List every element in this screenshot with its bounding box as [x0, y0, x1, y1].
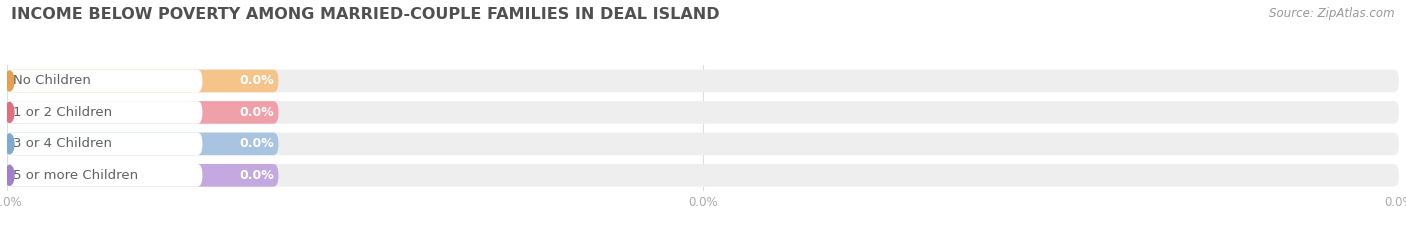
Circle shape	[6, 134, 14, 154]
FancyBboxPatch shape	[7, 164, 1399, 187]
Circle shape	[6, 71, 14, 91]
FancyBboxPatch shape	[7, 70, 202, 92]
FancyBboxPatch shape	[7, 101, 202, 124]
FancyBboxPatch shape	[7, 101, 1399, 124]
Text: 0.0%: 0.0%	[239, 106, 274, 119]
FancyBboxPatch shape	[7, 70, 1399, 92]
FancyBboxPatch shape	[7, 70, 278, 92]
Text: INCOME BELOW POVERTY AMONG MARRIED-COUPLE FAMILIES IN DEAL ISLAND: INCOME BELOW POVERTY AMONG MARRIED-COUPL…	[11, 7, 720, 22]
FancyBboxPatch shape	[7, 164, 202, 187]
FancyBboxPatch shape	[7, 164, 278, 187]
Text: 0.0%: 0.0%	[239, 137, 274, 150]
Text: Source: ZipAtlas.com: Source: ZipAtlas.com	[1270, 7, 1395, 20]
FancyBboxPatch shape	[7, 133, 278, 155]
Text: No Children: No Children	[13, 75, 91, 87]
FancyBboxPatch shape	[7, 101, 278, 124]
FancyBboxPatch shape	[7, 133, 1399, 155]
Text: 5 or more Children: 5 or more Children	[13, 169, 138, 182]
Text: 3 or 4 Children: 3 or 4 Children	[13, 137, 112, 150]
FancyBboxPatch shape	[7, 133, 202, 155]
Circle shape	[6, 165, 14, 185]
Text: 0.0%: 0.0%	[239, 75, 274, 87]
Text: 0.0%: 0.0%	[239, 169, 274, 182]
Text: 1 or 2 Children: 1 or 2 Children	[13, 106, 112, 119]
Circle shape	[6, 103, 14, 122]
